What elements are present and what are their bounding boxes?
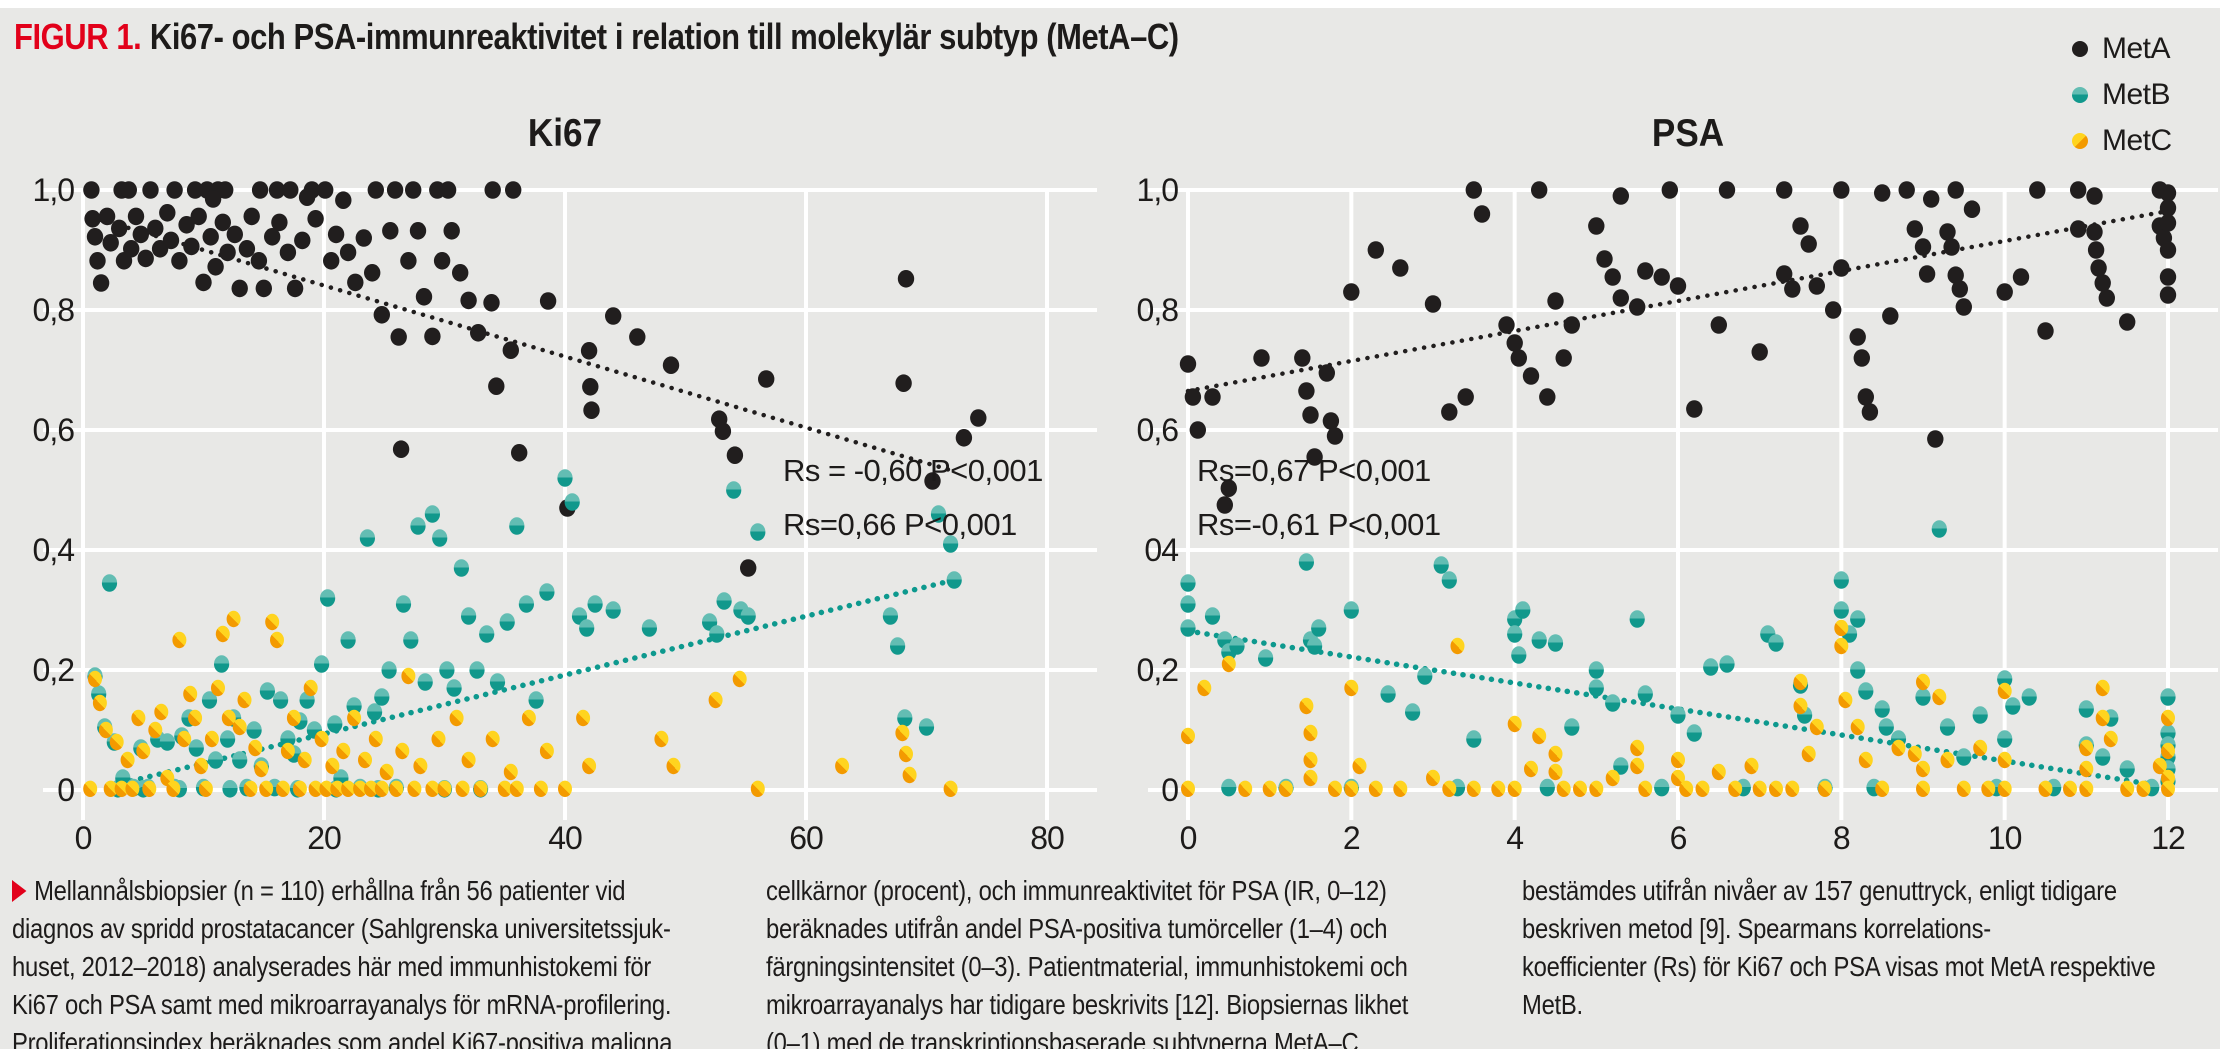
x-tick-label: 4 <box>1506 820 1523 856</box>
y-tick-label: 1,0 <box>33 172 75 208</box>
legend-item-metc: MetC <box>2072 118 2172 164</box>
series-metc <box>1181 619 2175 797</box>
metA-marker-icon <box>2072 41 2088 57</box>
top-strip <box>0 0 2220 8</box>
caption-text-1: Mellannålsbiopsier (n = 110) erhållna fr… <box>12 875 673 1049</box>
caption-column-3: bestämdes utifrån nivåer av 157 genuttry… <box>1522 872 2220 1024</box>
ki67-plot: 1,0 0,8 0,6 0,4 0,2 00 20 40 60 80 Rs = -0,60 P<0,… <box>33 172 1097 856</box>
caption-text-3: bestämdes utifrån nivåer av 157 genuttry… <box>1522 875 2156 1020</box>
legend-label-metc: MetC <box>2102 124 2172 157</box>
legend-item-meta: MetA <box>2072 26 2172 72</box>
plot-title-psa: PSA <box>1651 112 1725 155</box>
x-tick-label: 60 <box>789 820 823 856</box>
y-tick-label: 0,6 <box>33 412 75 448</box>
legend: MetA MetB MetC <box>2072 26 2172 164</box>
trend-meta <box>1185 208 2171 394</box>
y-tick-label: 0 <box>1161 772 1178 808</box>
x-tick-label: 20 <box>307 820 341 856</box>
series-metc <box>83 610 958 797</box>
y-tick-label: 0,4 <box>33 532 75 568</box>
plot-title-ki67: Ki67 <box>527 112 603 155</box>
rs-annotation: Rs=0,66 P<0,001 <box>783 507 1017 542</box>
x-tick-label: 12 <box>2151 820 2185 856</box>
trend-meta <box>89 214 959 475</box>
y-tick-label: 0,2 <box>1137 652 1179 688</box>
psa-plot: 1,0 0,8 0,6 04 0,2 00 2 4 6 8 10 12 Rs=0,67 P<0,001 R… <box>1137 172 2218 856</box>
figure-header: FIGUR 1. Ki67- och PSA-immunreaktivitet i… <box>14 16 1179 58</box>
x-tick-label: 80 <box>1030 820 1064 856</box>
x-tick-label: 0 <box>75 820 92 856</box>
caption-text-2: cellkärnor (procent), och immunreaktivit… <box>766 875 1409 1049</box>
legend-label-meta: MetA <box>2102 32 2171 65</box>
trend-metb <box>128 577 957 784</box>
y-tick-label: 04 <box>1144 532 1178 568</box>
x-tick-label: 0 <box>1180 820 1197 856</box>
y-tick-label: 1,0 <box>1137 172 1179 208</box>
legend-item-metb: MetB <box>2072 72 2172 118</box>
series-meta <box>1179 181 2177 514</box>
caption-column-1: Mellannålsbiopsier (n = 110) erhållna fr… <box>12 872 726 1049</box>
x-tick-label: 10 <box>1988 820 2022 856</box>
rs-annotation: Rs = -0,60 P<0,001 <box>783 453 1043 488</box>
caption-column-2: cellkärnor (procent), och immunreaktivit… <box>766 872 1480 1049</box>
y-tick-label: 0 <box>57 772 74 808</box>
y-tick-label: 0,8 <box>33 292 75 328</box>
x-tick-label: 6 <box>1670 820 1687 856</box>
figure-title: Ki67- och PSA-immunreaktivitet i relatio… <box>149 16 1179 57</box>
figure-label: FIGUR 1. <box>14 16 142 57</box>
rs-annotation: Rs=0,67 P<0,001 <box>1197 453 1431 488</box>
y-tick-label: 0,6 <box>1137 412 1179 448</box>
x-tick-label: 8 <box>1833 820 1850 856</box>
legend-label-metb: MetB <box>2102 78 2171 111</box>
x-tick-label: 2 <box>1343 820 1360 856</box>
series-meta <box>83 181 987 577</box>
rs-annotation: Rs=-0,61 P<0,001 <box>1197 507 1441 542</box>
metB-marker-icon <box>2072 87 2088 103</box>
metC-marker-icon <box>2072 133 2088 149</box>
caption-arrow-icon <box>12 880 27 902</box>
y-tick-label: 0,2 <box>33 652 75 688</box>
x-tick-label: 40 <box>548 820 582 856</box>
y-tick-label: 0,8 <box>1137 292 1179 328</box>
